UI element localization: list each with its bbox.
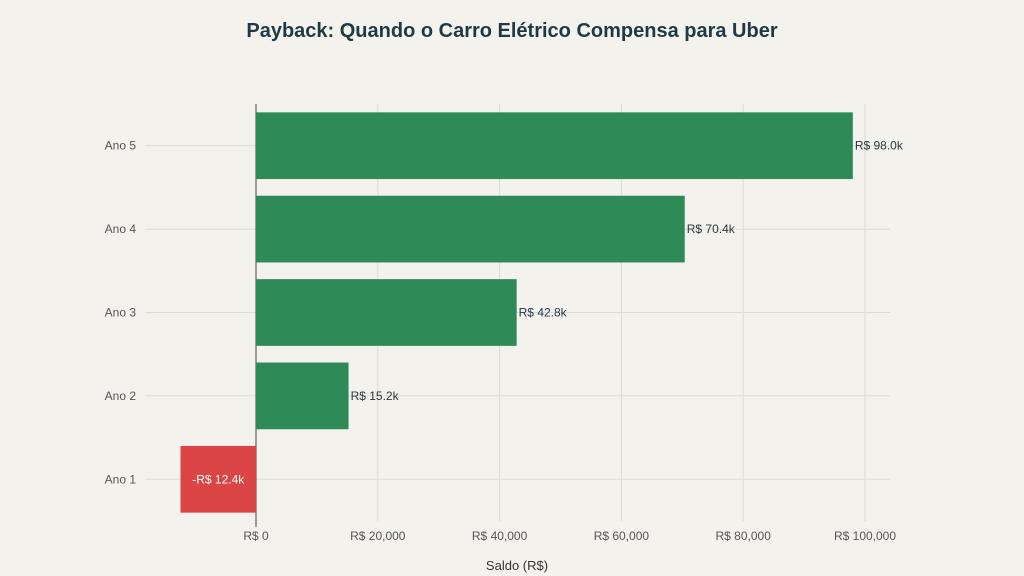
bar-ano-1	[180, 445, 256, 513]
data-labels: -R$ 12.4k R$ 15.2k R$ 42.8k R$ 70.4k R$ 98.0…	[192, 139, 904, 487]
chart-title: Payback: Quando o Carro Elétrico Compens…	[246, 20, 778, 42]
bar-ano-4	[256, 195, 685, 263]
y-tick-label: Ano 4	[105, 222, 137, 236]
bar-ano-5	[256, 112, 853, 180]
x-tick-label: R$ 60,000	[594, 529, 650, 543]
data-label: R$ 98.0k	[855, 139, 904, 153]
x-tick-label: R$ 20,000	[350, 529, 406, 543]
x-tick-label: R$ 100,000	[834, 529, 896, 543]
data-label: -R$ 12.4k	[192, 472, 245, 486]
bars	[180, 112, 853, 513]
x-axis-ticks: R$ 0 R$ 20,000 R$ 40,000 R$ 60,000 R$ 80,000…	[243, 529, 896, 543]
bar-ano-2	[256, 362, 349, 430]
y-tick-label: Ano 3	[105, 306, 137, 320]
data-label: R$ 15.2k	[351, 389, 400, 403]
x-tick-label: R$ 40,000	[472, 529, 528, 543]
x-axis-label: Saldo (R$)	[486, 558, 548, 573]
y-tick-label: Ano 1	[105, 472, 137, 486]
data-label: R$ 42.8k	[519, 306, 568, 320]
x-tick-label: R$ 0	[243, 529, 269, 543]
y-tick-label: Ano 5	[105, 139, 137, 153]
y-tick-label: Ano 2	[105, 389, 137, 403]
x-tick-label: R$ 80,000	[716, 529, 772, 543]
data-label: R$ 70.4k	[687, 222, 736, 236]
bar-ano-3	[256, 279, 517, 346]
y-axis-ticks: Ano 1 Ano 2 Ano 3 Ano 4 Ano 5	[105, 139, 137, 487]
